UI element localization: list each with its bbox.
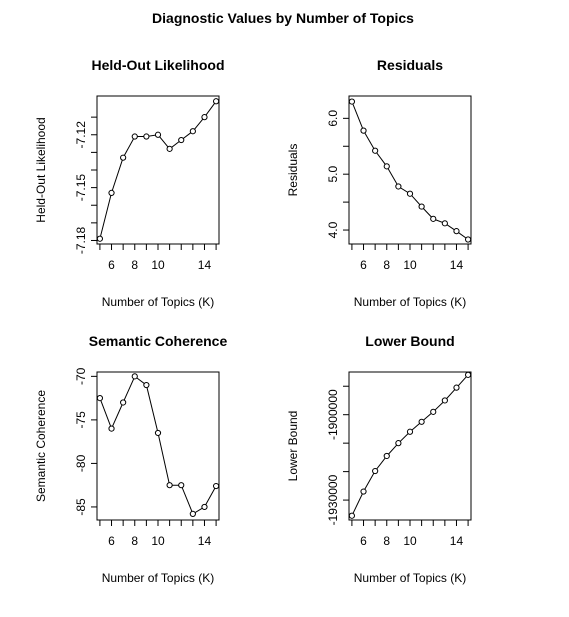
x-tick-label: 10 xyxy=(403,534,417,548)
data-point xyxy=(166,145,173,152)
y-tick-label: -75 xyxy=(74,411,88,429)
data-point xyxy=(464,236,472,243)
x-tick-label: 6 xyxy=(108,258,115,272)
data-point xyxy=(360,127,367,134)
x-axis-label: Number of Topics (K) xyxy=(354,571,466,585)
y-tick-label: -7.15 xyxy=(74,174,88,202)
x-tick-label: 14 xyxy=(198,258,212,272)
x-tick-label: 8 xyxy=(131,534,138,548)
y-tick-label: 4.0 xyxy=(326,221,340,238)
data-point xyxy=(418,203,425,210)
x-axis-label: Number of Topics (K) xyxy=(102,571,214,585)
panel-title: Semantic Coherence xyxy=(89,333,228,349)
series-line xyxy=(99,375,217,515)
data-point xyxy=(108,425,115,432)
data-point xyxy=(430,215,437,222)
chart-panel-lower-bound: Lower Bound 6 8 10 14 -1930000 -1900000 Number … xyxy=(286,333,472,585)
panel-title: Lower Bound xyxy=(365,333,454,349)
x-axis-label: Number of Topics (K) xyxy=(354,295,466,309)
data-point xyxy=(441,220,448,227)
data-point xyxy=(406,190,414,197)
figure-title: Diagnostic Values by Number of Topics xyxy=(152,10,414,26)
series-line xyxy=(351,101,469,240)
x-tick-label: 10 xyxy=(403,258,417,272)
x-tick-label: 14 xyxy=(450,258,464,272)
data-point xyxy=(464,371,472,378)
x-axis-label: Number of Topics (K) xyxy=(102,295,214,309)
chart-panel-held-out-likelihood: Held-Out Likelihood 6 8 10 14 -7.18 -7.15 -7.12… xyxy=(34,57,225,309)
data-point xyxy=(372,467,379,475)
data-point xyxy=(453,384,460,391)
chart-panel-residuals: Residuals 6 8 10 14 4.0 5.0 6.0 Number of Topics… xyxy=(286,57,472,309)
data-point xyxy=(212,482,220,490)
y-axis-label: Held-Out Likelihood xyxy=(34,117,48,222)
data-point xyxy=(383,452,390,460)
x-tick-label: 14 xyxy=(450,534,464,548)
series-line xyxy=(99,101,217,239)
data-point xyxy=(395,183,402,190)
data-point xyxy=(189,128,196,135)
x-tick-label: 8 xyxy=(383,258,390,272)
chart-panel-semantic-coherence: Semantic Coherence 6 8 10 14 -85 -80 -75 -70 Numb… xyxy=(34,333,227,585)
data-point xyxy=(143,381,150,389)
x-tick-label: 6 xyxy=(108,534,115,548)
data-point xyxy=(131,373,138,380)
data-point xyxy=(143,133,150,140)
data-point xyxy=(108,189,115,197)
y-axis-label: Residuals xyxy=(286,144,300,197)
panel-title: Residuals xyxy=(377,57,443,73)
data-point xyxy=(453,228,460,235)
data-point xyxy=(441,397,448,404)
data-point xyxy=(418,418,425,425)
data-point xyxy=(178,482,185,489)
y-axis-label: Lower Bound xyxy=(286,411,300,482)
data-point xyxy=(348,512,356,519)
panel-title: Held-Out Likelihood xyxy=(92,57,225,73)
y-tick-label: -7.18 xyxy=(74,226,88,254)
data-point xyxy=(120,154,127,161)
data-point xyxy=(120,399,127,406)
y-tick-label: -7.12 xyxy=(74,121,88,149)
plot-frame xyxy=(96,95,220,245)
data-point xyxy=(348,98,356,105)
y-tick-label: -1930000 xyxy=(326,474,340,525)
data-point xyxy=(166,482,173,489)
data-point xyxy=(372,147,379,154)
x-tick-label: 14 xyxy=(198,534,212,548)
data-point xyxy=(154,429,162,437)
y-tick-label: -70 xyxy=(74,367,88,385)
y-tick-label: 5.0 xyxy=(326,166,340,183)
x-tick-label: 10 xyxy=(151,534,165,548)
data-point xyxy=(406,428,414,435)
x-tick-label: 8 xyxy=(131,258,138,272)
data-point xyxy=(96,395,104,402)
x-tick-label: 10 xyxy=(151,258,165,272)
y-tick-label: -85 xyxy=(74,498,88,516)
data-point xyxy=(430,408,437,415)
data-point xyxy=(189,510,196,518)
plot-frame xyxy=(348,95,472,245)
x-tick-label: 6 xyxy=(360,258,367,272)
data-point xyxy=(383,163,390,170)
data-point xyxy=(395,440,402,447)
x-tick-label: 6 xyxy=(360,534,367,548)
series-line xyxy=(351,374,469,516)
y-axis-label: Semantic Coherence xyxy=(34,390,48,502)
data-point xyxy=(178,136,185,144)
data-point xyxy=(131,133,138,140)
plot-frame xyxy=(348,371,472,521)
data-point xyxy=(154,131,162,138)
data-point xyxy=(360,488,367,495)
y-tick-label: -1900000 xyxy=(326,389,340,440)
plot-frame xyxy=(96,371,220,521)
data-point xyxy=(96,235,104,242)
data-point xyxy=(201,114,208,121)
data-point xyxy=(201,503,208,511)
data-point xyxy=(212,98,220,105)
y-tick-label: -80 xyxy=(74,454,88,472)
y-tick-label: 6.0 xyxy=(326,110,340,127)
x-tick-label: 8 xyxy=(383,534,390,548)
